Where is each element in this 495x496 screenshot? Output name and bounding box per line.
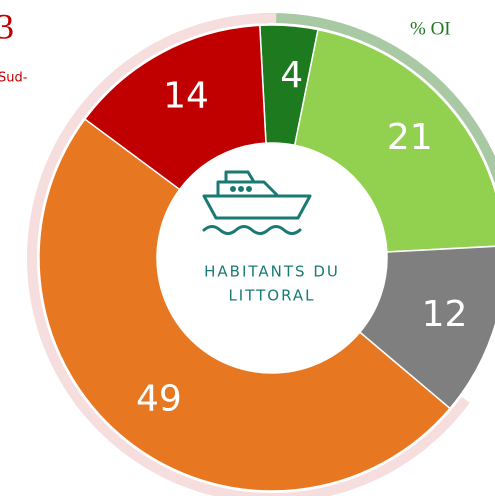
outer-rings <box>27 13 495 496</box>
center-label: LITTORAL <box>228 287 315 305</box>
donut-hole <box>157 143 387 373</box>
data-label: 4 <box>280 55 303 96</box>
cropped-text: % OI <box>410 18 451 39</box>
cropped-title: 3 <box>0 6 14 46</box>
center-label: HABITANTS DU <box>204 263 340 281</box>
outer-ring <box>259 13 495 184</box>
cropped-text: Sud- <box>0 71 28 86</box>
data-label: 12 <box>422 294 468 335</box>
data-label: 49 <box>136 379 182 420</box>
data-label: 14 <box>163 76 209 117</box>
boat-icon <box>202 170 312 235</box>
data-label: 21 <box>387 117 433 158</box>
slices: 4 21 12 49 14 <box>38 24 495 492</box>
outer-ring <box>27 13 470 496</box>
